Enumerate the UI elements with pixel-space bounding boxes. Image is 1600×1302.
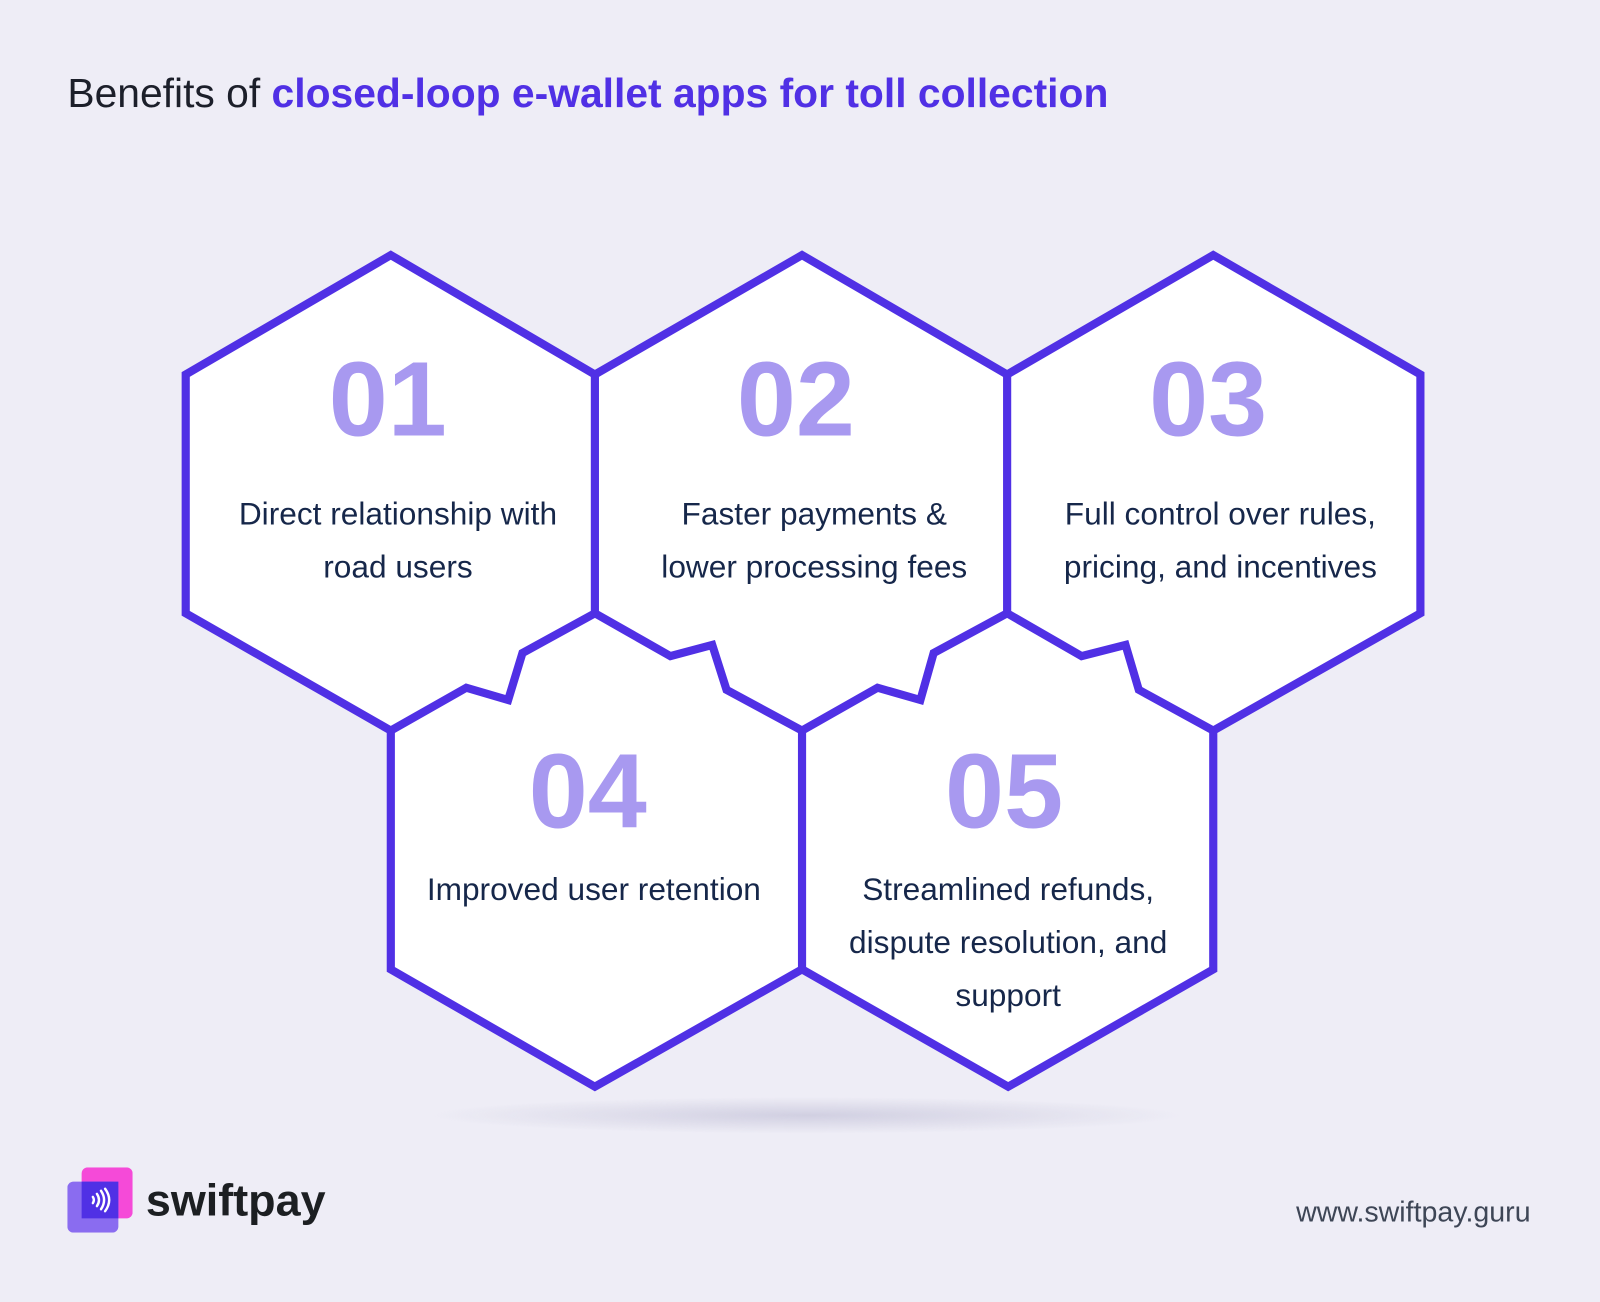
page-title: Benefits of closed-loop e-wallet apps fo… <box>67 71 1108 117</box>
hex-outline <box>181 250 1425 1092</box>
benefit-text-1: Direct relationship with road users <box>238 495 558 585</box>
hex-dividers <box>388 374 1216 970</box>
benefit-text-4: Improved user retention <box>426 871 761 908</box>
swiftpay-logo <box>67 1167 133 1233</box>
benefit-number-2: 02 <box>736 340 855 460</box>
benefit-number-3: 03 <box>1149 340 1268 460</box>
title-prefix: Benefits of <box>67 71 272 117</box>
hex-shadow <box>428 1096 1184 1134</box>
contactless-icon <box>91 1187 111 1213</box>
brand-name: swiftpay <box>145 1175 326 1226</box>
benefit-text-3: Full control over rules, pricing, and in… <box>1063 495 1377 585</box>
website-url[interactable]: www.swiftpay.guru <box>1296 1195 1531 1228</box>
benefit-number-4: 04 <box>528 732 647 852</box>
benefit-number-1: 01 <box>328 340 447 460</box>
benefit-text-2: Faster payments & lower processing fees <box>661 495 968 585</box>
title-highlight: closed-loop e-wallet apps for toll colle… <box>271 71 1109 117</box>
benefit-number-5: 05 <box>945 732 1064 852</box>
benefit-text-5: Streamlined refunds, dispute resolution,… <box>849 871 1168 1014</box>
